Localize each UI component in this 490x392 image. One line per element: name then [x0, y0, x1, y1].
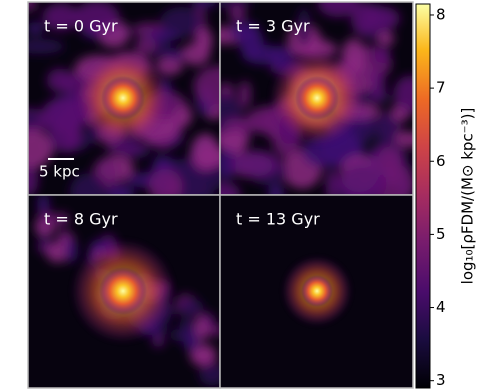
filament	[242, 44, 284, 65]
core	[101, 76, 145, 120]
density-map	[220, 2, 413, 195]
colorbar-tick-label: 7	[436, 79, 446, 97]
density-map	[28, 195, 220, 388]
filament	[175, 105, 193, 127]
filament	[376, 31, 395, 46]
filament	[220, 181, 241, 195]
filament	[37, 211, 58, 224]
filament	[106, 183, 135, 195]
filament	[37, 195, 50, 214]
filament	[134, 36, 157, 54]
core	[295, 76, 339, 120]
colorbar-tick-label: 8	[436, 5, 446, 23]
filament	[160, 6, 203, 38]
density-map	[28, 2, 220, 195]
colorbar-tick-label: 6	[436, 152, 446, 170]
filament	[144, 30, 181, 42]
filament	[28, 21, 44, 35]
colorbar	[415, 3, 431, 389]
filament	[190, 352, 216, 364]
filament	[46, 68, 73, 93]
filament	[154, 137, 171, 150]
filament	[148, 168, 183, 195]
filament	[238, 80, 252, 109]
filament	[350, 2, 379, 37]
filament	[198, 362, 220, 386]
filament	[374, 111, 399, 145]
filament	[230, 150, 281, 178]
colorbar-tick-label: 4	[436, 298, 446, 316]
filament	[195, 314, 208, 341]
filament	[297, 7, 311, 47]
filament	[46, 242, 69, 263]
filament	[28, 111, 40, 126]
density-map	[220, 195, 413, 388]
panel-border	[219, 194, 414, 389]
filament	[65, 239, 78, 263]
filament	[28, 129, 53, 169]
filament	[220, 148, 237, 180]
filament	[325, 168, 339, 195]
filament	[267, 125, 280, 140]
filament	[42, 3, 80, 31]
filament	[171, 329, 184, 342]
filament	[152, 333, 165, 348]
filament	[28, 163, 39, 195]
filament	[181, 42, 210, 66]
filament	[193, 65, 220, 108]
scale-bar-label: 5 kpc	[39, 163, 80, 181]
core	[99, 267, 147, 315]
filament	[247, 118, 277, 129]
filament	[373, 46, 391, 64]
colorbar-tick-label: 5	[436, 225, 446, 243]
colorbar-tick-label: 3	[436, 371, 446, 389]
filament	[229, 20, 260, 43]
filament	[355, 123, 375, 143]
filament	[370, 70, 386, 102]
filament	[178, 298, 204, 317]
filament	[179, 318, 198, 335]
filament	[268, 184, 285, 195]
filament	[191, 2, 219, 8]
filament	[69, 173, 106, 195]
panel-label: t = 3 Gyr	[236, 17, 310, 36]
panel-label: t = 13 Gyr	[236, 210, 320, 229]
filament	[228, 4, 246, 22]
filament	[338, 162, 387, 195]
panel-label: t = 0 Gyr	[44, 17, 118, 36]
filament	[28, 38, 65, 54]
core	[301, 275, 333, 307]
filament	[317, 2, 359, 18]
filament	[393, 75, 413, 113]
filament	[28, 2, 37, 12]
colorbar-label: log₁₀[ρFDM/(M⊙ kpc⁻³)]	[459, 108, 477, 285]
filament	[56, 212, 69, 228]
filament	[73, 2, 120, 34]
filament	[222, 117, 253, 131]
filament	[195, 146, 220, 168]
panel-label: t = 8 Gyr	[44, 210, 118, 229]
